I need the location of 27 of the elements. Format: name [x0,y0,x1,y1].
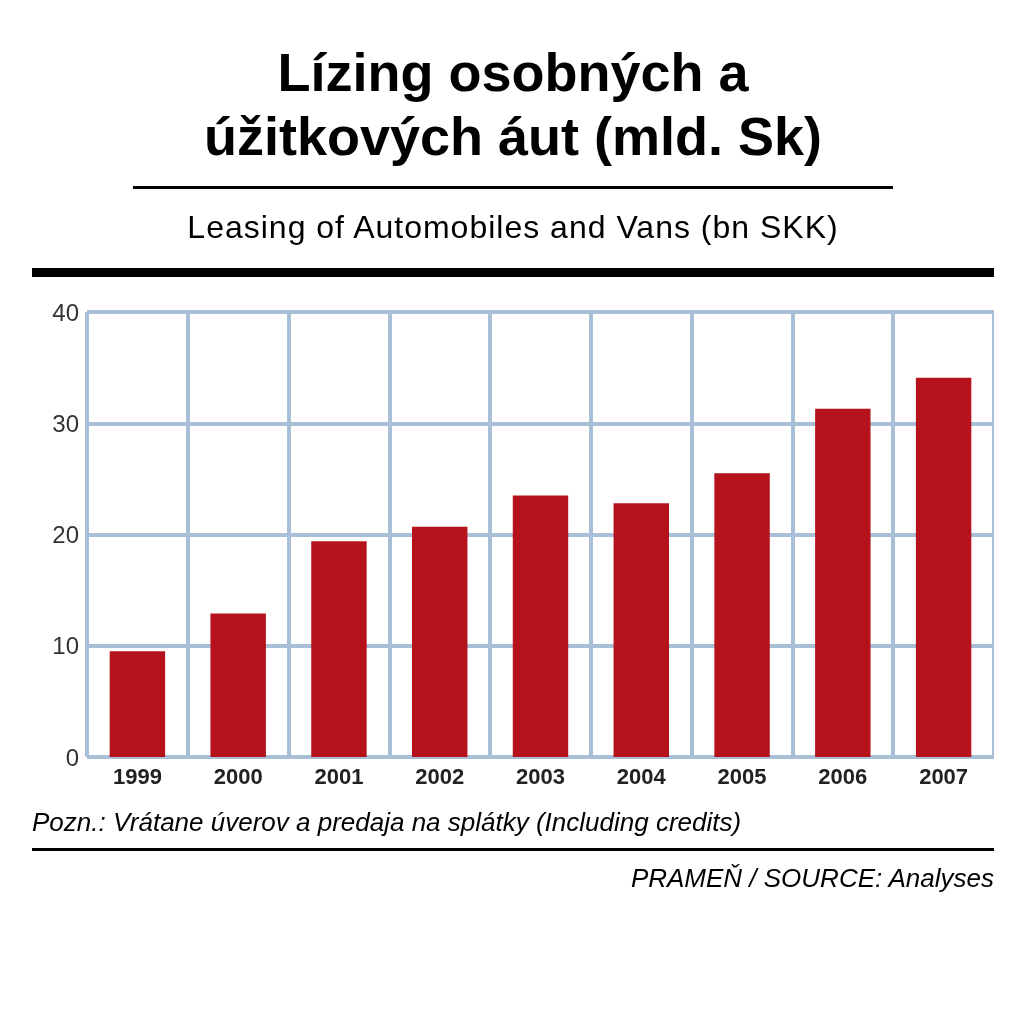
x-tick-label: 2003 [516,763,565,789]
bar [210,613,266,757]
bar [613,503,669,757]
chart-title: Lízing osobných a úžitkových áut (mld. Sk) [133,40,893,189]
x-tick-label: 2000 [213,763,263,789]
x-tick-label: 2004 [616,763,667,789]
x-tick-label: 2002 [415,763,465,789]
chart-subtitle: Leasing of Automobiles and Vans (bn SKK) [32,189,994,277]
bar [815,408,871,757]
text: Pozn.: Vrátane úverov a predaja na splátky (Including credits) [32,807,994,851]
text: PRAMEŇ / SOURCE: Analyses [629,862,994,894]
y-tick-label: 10 [52,632,79,660]
y-tick-label: 30 [52,409,79,437]
y-tick-label: 40 [52,298,79,326]
x-tick-label: 2007 [919,763,969,789]
bar [512,495,569,757]
bar [311,541,367,757]
x-tick-label: 2005 [717,763,767,789]
y-tick-label: 0 [65,743,79,771]
bar [915,377,972,757]
y-tick-label: 20 [52,521,79,548]
x-tick-label: 1999 [112,763,162,789]
bar [109,651,166,757]
bar [412,526,468,757]
x-tick-label: 2006 [818,763,868,789]
x-tick-label: 2001 [314,763,364,789]
bar [714,473,770,757]
